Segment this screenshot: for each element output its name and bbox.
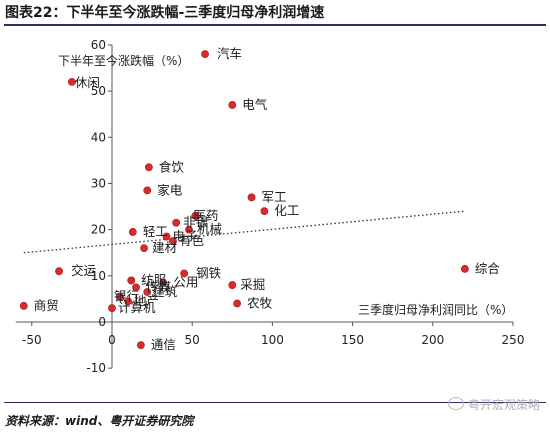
y-tick-label: 40 [91, 130, 106, 144]
y-tick-label: 0 [98, 315, 106, 329]
title-rule [4, 24, 546, 26]
y-tick-label: 60 [91, 38, 106, 52]
wechat-icon [447, 397, 464, 410]
point-label: 机械 [197, 222, 223, 237]
x-tick-label: 50 [185, 333, 200, 347]
data-point [180, 269, 189, 278]
y-tick-label: -10 [86, 361, 106, 375]
y-tick-label: 20 [91, 223, 106, 237]
data-point [201, 50, 209, 59]
data-point [191, 211, 200, 220]
point-label: 医药 [193, 208, 218, 223]
data-point [460, 264, 469, 273]
data-point [19, 301, 28, 310]
point-label: 建筑 [152, 284, 178, 299]
data-point [162, 232, 171, 241]
trend-line-group [23, 210, 465, 254]
x-tick-label: -50 [22, 333, 42, 347]
point-label: 通信 [151, 337, 176, 352]
footer-rule [4, 402, 546, 403]
point-label: 食饮 [159, 159, 185, 174]
data-point [68, 77, 76, 86]
data-point [143, 186, 152, 195]
point-label: 交运 [71, 263, 97, 278]
data-point [185, 225, 193, 234]
data-point [55, 267, 63, 276]
point-label: 采掘 [240, 277, 265, 292]
data-point [144, 163, 153, 172]
figure-title: 图表22：下半年至今涨跌幅-三季度归母净利润增速 [5, 5, 325, 21]
data-point [116, 292, 124, 301]
point-label: 计算机 [118, 300, 156, 315]
data-point [132, 283, 140, 292]
watermark-text: 粤开宏观策略 [467, 398, 540, 412]
x-tick-label: 0 [108, 333, 116, 347]
point-label: 银行 [114, 289, 139, 304]
data-point [247, 193, 256, 202]
data-point [260, 207, 269, 216]
watermark: 粤开宏观策略 [447, 396, 540, 413]
data-point [136, 341, 145, 349]
x-tick-label: 250 [502, 333, 525, 347]
x-tick-label: 100 [261, 333, 284, 347]
point-label: 非银 [183, 215, 209, 230]
data-point [143, 288, 152, 296]
point-label: 地产 [134, 293, 159, 308]
point-label: 化工 [274, 203, 299, 218]
data-point [127, 276, 136, 285]
point-label: 钢铁 [196, 266, 222, 281]
point-label: 建材 [152, 240, 177, 255]
point-label: 轻工 [143, 224, 168, 239]
y-tick-label: 50 [91, 84, 106, 98]
point-label: 综合 [475, 261, 501, 276]
y-tick-label: 10 [91, 269, 106, 283]
point-label: 电子 [173, 229, 198, 244]
data-point [228, 101, 237, 109]
data-point [124, 297, 132, 306]
point-label: 休闲 [75, 75, 100, 90]
x-tick-label: 200 [421, 333, 444, 347]
data-point [108, 304, 116, 313]
point-label: 公用 [173, 275, 198, 290]
data-point [159, 278, 168, 287]
point-label: 有色 [179, 233, 205, 248]
point-label: 商贸 [34, 298, 59, 313]
point-label: 传媒 [146, 279, 172, 294]
point-label: 纺服 [141, 272, 167, 287]
trend-line [23, 210, 465, 254]
x-axis-label: 三季度归母净利润同比（%） [358, 302, 513, 317]
points-group [19, 50, 469, 349]
x-tick-label: 150 [341, 333, 364, 347]
data-point [228, 281, 237, 289]
data-point [169, 237, 177, 246]
data-point [233, 299, 242, 308]
point-label: 军工 [262, 189, 287, 204]
source-note: 资料来源：wind、粤开证券研究院 [5, 414, 194, 428]
point-label: 电气 [242, 97, 268, 112]
data-point [172, 218, 181, 227]
point-label: 农牧 [247, 296, 273, 311]
point-label: 家电 [157, 182, 183, 197]
point-label: 汽车 [217, 46, 242, 61]
y-tick-label: 30 [91, 176, 106, 190]
data-point [140, 244, 148, 253]
data-point [128, 228, 137, 236]
y-axis-label: 下半年至今涨跌幅（%） [58, 53, 189, 68]
